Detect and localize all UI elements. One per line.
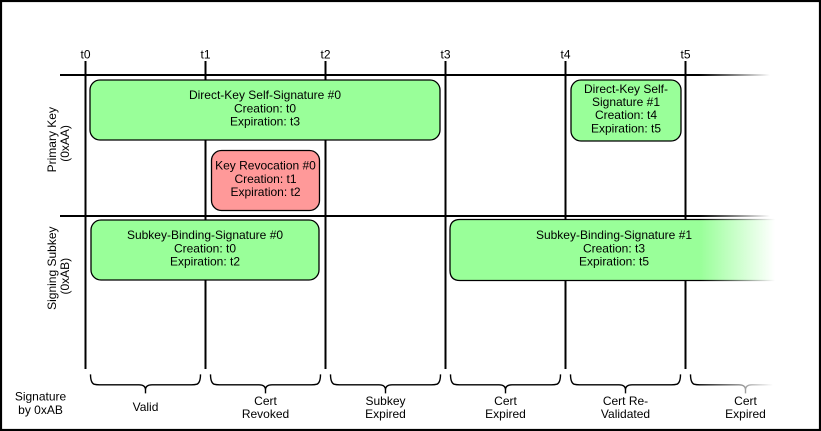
svg-text:Expiration: t5: Expiration: t5	[579, 255, 649, 269]
svg-text:Expired: Expired	[725, 407, 766, 421]
svg-text:Subkey-Binding-Signature #0: Subkey-Binding-Signature #0	[127, 228, 283, 242]
svg-text:Revoked: Revoked	[242, 407, 289, 421]
svg-text:Expired: Expired	[365, 407, 406, 421]
svg-text:Creation: t1: Creation: t1	[234, 172, 296, 186]
svg-text:Expiration: t2: Expiration: t2	[230, 185, 300, 199]
svg-text:t5: t5	[680, 48, 690, 62]
svg-text:Expiration: t3: Expiration: t3	[230, 115, 300, 129]
svg-text:Primary Key: Primary Key	[45, 107, 59, 172]
svg-text:(0xAB): (0xAB)	[58, 258, 72, 295]
svg-text:Subkey-Binding-Signature #1: Subkey-Binding-Signature #1	[536, 228, 692, 242]
svg-text:t4: t4	[560, 48, 570, 62]
svg-text:Signing Subkey: Signing Subkey	[45, 227, 59, 310]
svg-text:Direct-Key Self-: Direct-Key Self-	[584, 82, 668, 96]
svg-text:t0: t0	[80, 48, 90, 62]
svg-text:Cert: Cert	[494, 394, 517, 408]
svg-text:Subkey: Subkey	[365, 394, 405, 408]
svg-text:Creation: t0: Creation: t0	[234, 101, 296, 115]
svg-text:Cert: Cert	[734, 394, 757, 408]
svg-text:(0xAA): (0xAA)	[58, 125, 72, 162]
svg-text:Creation: t0: Creation: t0	[174, 241, 236, 255]
svg-text:Key Revocation #0: Key Revocation #0	[215, 159, 316, 173]
svg-text:Cert: Cert	[254, 394, 277, 408]
svg-text:t3: t3	[440, 48, 450, 62]
svg-text:Expiration: t2: Expiration: t2	[170, 255, 240, 269]
svg-text:Direct-Key Self-Signature #0: Direct-Key Self-Signature #0	[189, 88, 341, 102]
svg-text:Expired: Expired	[485, 407, 526, 421]
svg-text:Signature #1: Signature #1	[592, 95, 660, 109]
svg-text:Signature: Signature	[15, 390, 67, 404]
svg-text:Cert Re-: Cert Re-	[603, 394, 648, 408]
svg-text:t1: t1	[200, 48, 210, 62]
svg-text:Expiration: t5: Expiration: t5	[591, 121, 661, 135]
svg-text:Creation: t3: Creation: t3	[583, 241, 645, 255]
svg-text:Valid: Valid	[133, 400, 159, 414]
svg-text:t2: t2	[320, 48, 330, 62]
svg-text:Creation: t4: Creation: t4	[595, 108, 657, 122]
svg-text:Validated: Validated	[601, 407, 650, 421]
svg-text:by 0xAB: by 0xAB	[18, 403, 63, 417]
